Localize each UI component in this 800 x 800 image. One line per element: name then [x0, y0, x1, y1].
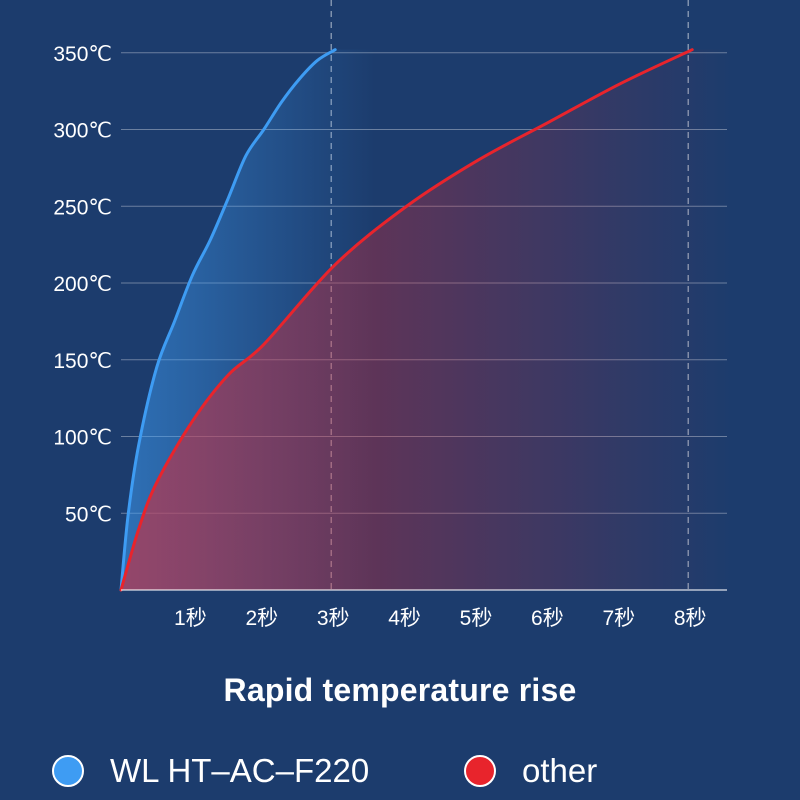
series-fills [121, 49, 733, 591]
y-tick-label: 150℃ [53, 350, 112, 373]
legend-swatch-blue [52, 755, 84, 787]
y-tick-labels: 50℃ 100℃ 150℃ 200℃ 250℃ 300℃ 350℃ [53, 43, 112, 527]
legend-label: WL HT–AC–F220 [110, 752, 370, 789]
series-line [119, 48, 694, 592]
x-tick-label: 3秒 [317, 607, 350, 630]
y-tick-label: 350℃ [53, 43, 112, 66]
legend-swatch-red [464, 755, 496, 787]
legend-label: other [522, 752, 598, 789]
x-tick-label: 6秒 [531, 607, 564, 630]
y-tick-label: 200℃ [53, 273, 112, 296]
x-tick-label: 1秒 [174, 607, 207, 630]
y-tick-label: 100℃ [53, 427, 112, 450]
x-tick-label: 7秒 [602, 607, 635, 630]
y-tick-label: 300℃ [53, 120, 112, 143]
x-tick-label: 8秒 [674, 607, 707, 630]
legend: WL HT–AC–F220 other [0, 752, 800, 800]
legend-item-other: other [464, 752, 597, 790]
x-tick-labels: 1秒 2秒 3秒 4秒 5秒 6秒 7秒 8秒 [174, 607, 706, 630]
series-glow-area [121, 49, 733, 591]
series-line [119, 48, 337, 592]
x-tick-label: 2秒 [245, 607, 278, 630]
y-tick-label: 50℃ [65, 503, 112, 526]
chart-title: Rapid temperature rise [223, 672, 577, 708]
series-lines [119, 48, 694, 592]
legend-item-wl: WL HT–AC–F220 [52, 752, 369, 790]
x-tick-label: 5秒 [460, 607, 493, 630]
y-tick-label: 250℃ [53, 196, 112, 219]
x-tick-label: 4秒 [388, 607, 421, 630]
